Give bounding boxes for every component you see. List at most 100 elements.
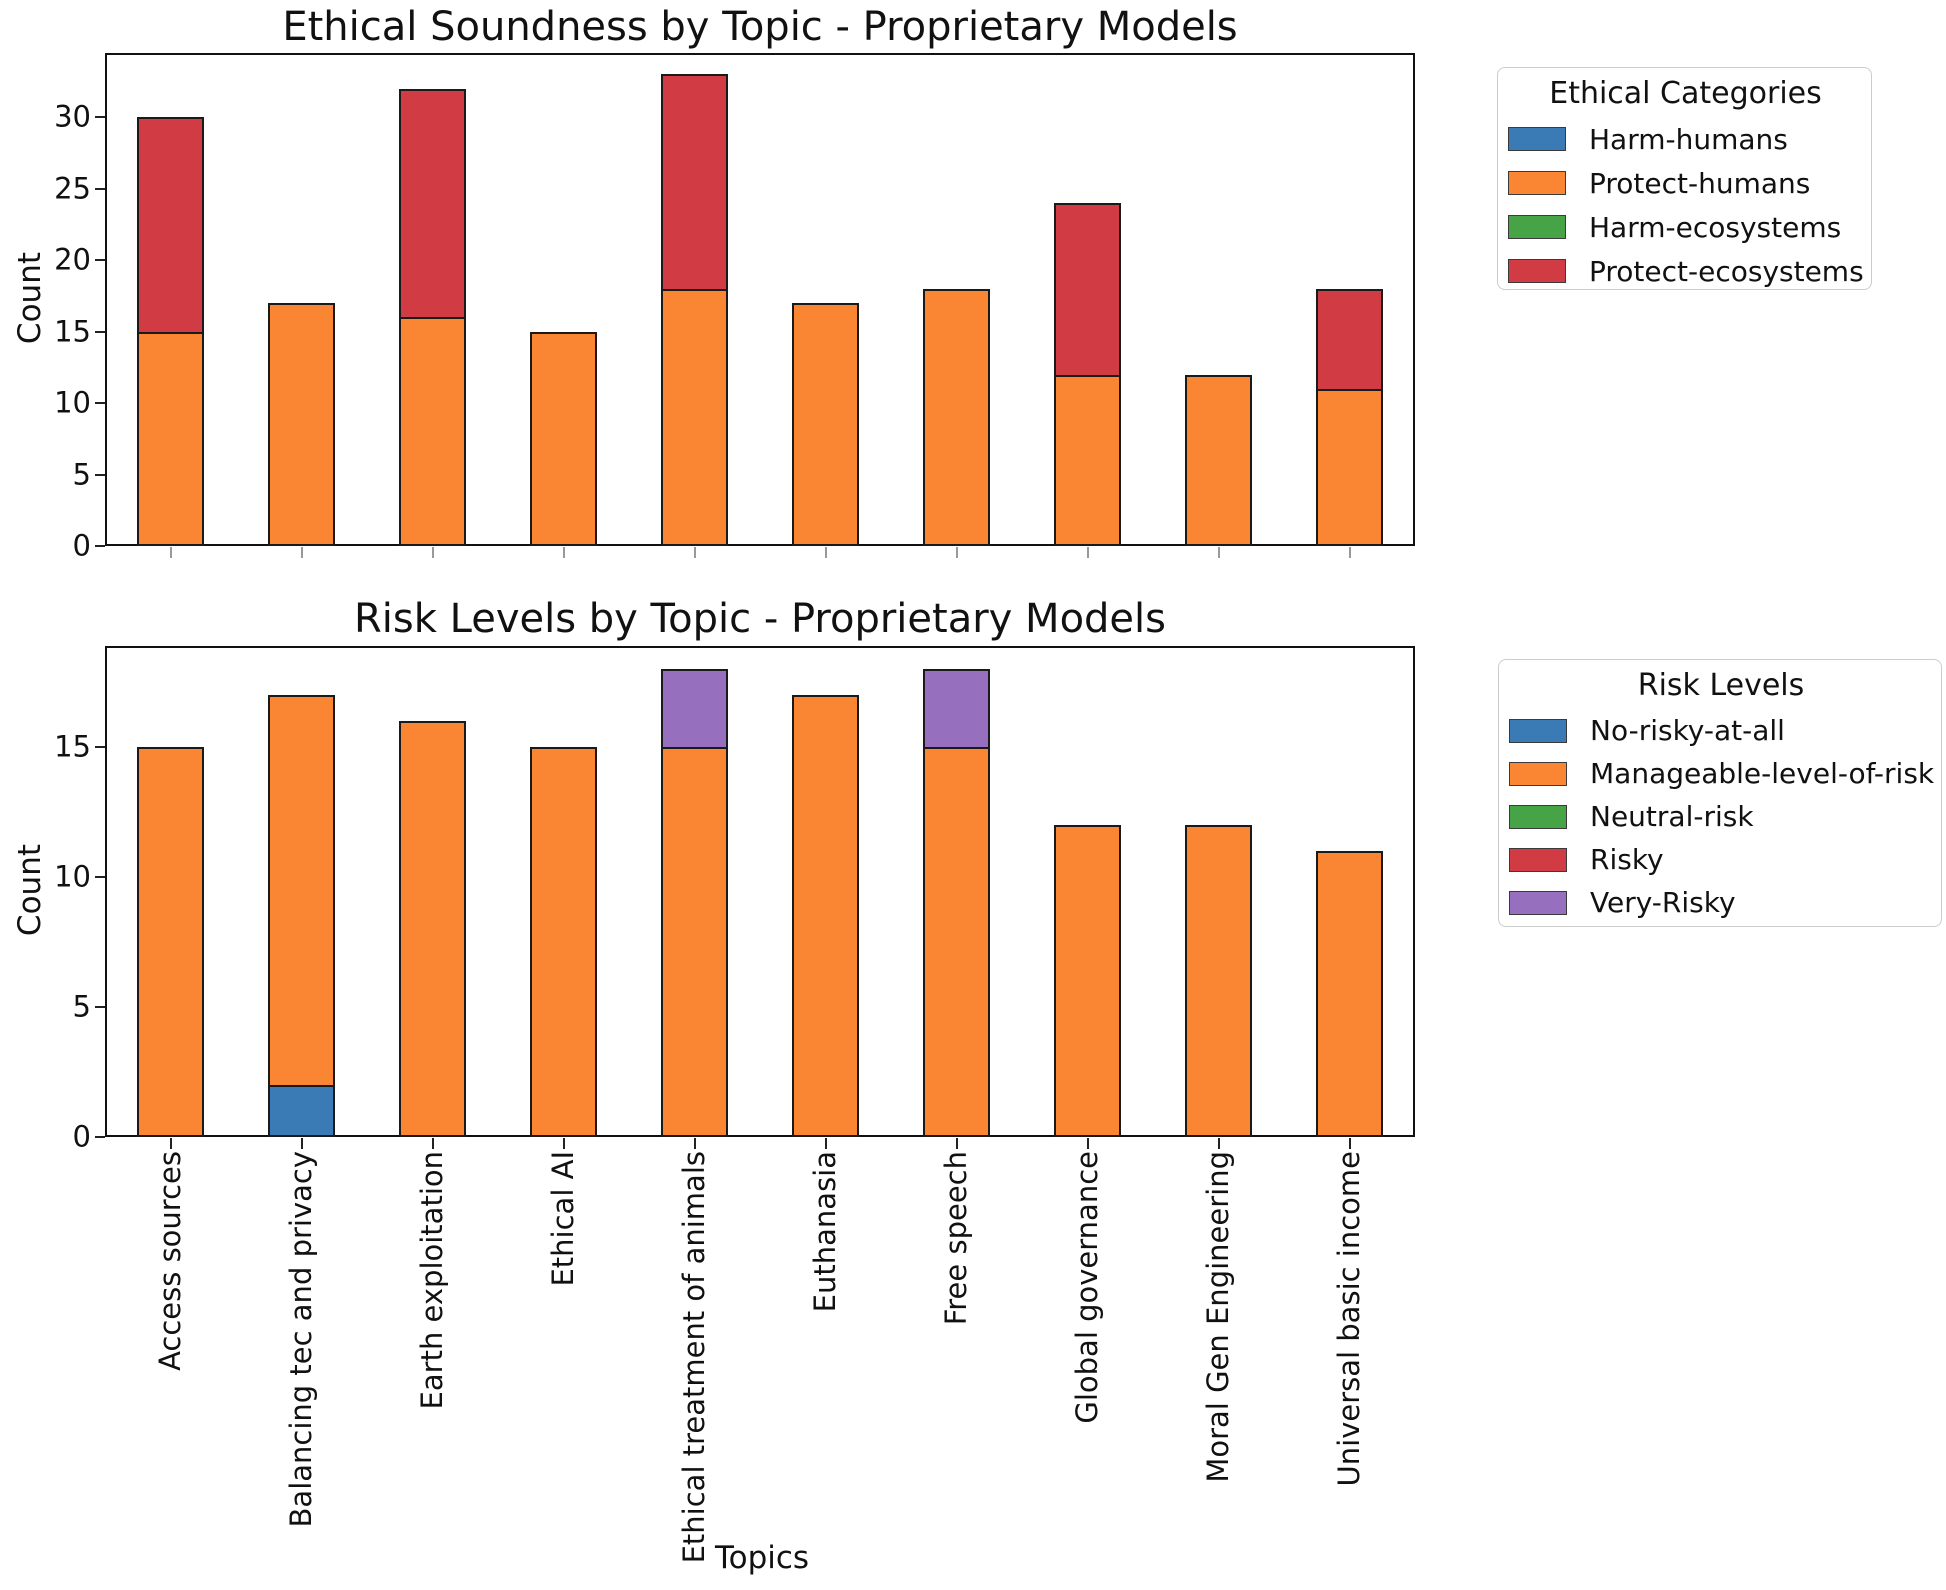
legend-item: No-risky-at-all [1509,709,1933,752]
x-tick-mark [693,1138,696,1149]
y-tick-mark [95,1006,105,1009]
legend-swatch-orange [1508,171,1566,195]
y-tick-label: 0 [72,1119,91,1154]
x-tick-label: Balancing tec and privacy [283,1151,318,1528]
x-tick-mark [955,1138,958,1149]
x-tick-label: Global governance [1069,1151,1104,1424]
bar-segment-protect-humans [1185,374,1252,546]
bar-segment-manageable-level-of-risk [530,747,597,1137]
bar-segment-manageable-level-of-risk [137,747,204,1137]
x-tick-mark [1086,547,1089,558]
bar-segment-very-risky [661,669,728,750]
bar-segment-protect-humans [268,303,335,546]
bar-segment-no-risky-at-all [268,1085,335,1137]
legend-item: Protect-ecosystems [1508,249,1864,293]
chart1-legend-items: Harm-humans Protect-humans Harm-ecosystems… [1508,117,1864,293]
x-tick-mark [1348,547,1351,558]
y-tick-label: 25 [54,171,91,206]
bar-segment-protect-ecosystems [661,74,728,291]
legend-item: Risky [1509,838,1933,881]
x-tick-mark [1217,1138,1220,1149]
y-tick-mark [95,473,105,476]
y-tick-label: 0 [72,528,91,563]
y-tick-label: 10 [54,859,91,894]
bar-segment-protect-ecosystems [1054,203,1121,377]
y-tick-mark [95,876,105,879]
bar-segment-protect-humans [923,288,990,546]
x-tick-mark [431,547,434,558]
bar-segment-very-risky [923,669,990,750]
y-tick-mark [95,187,105,190]
legend-swatch-red [1508,259,1566,283]
chart2-title: Risk Levels by Topic - Proprietary Model… [354,596,1166,642]
x-tick-label: Universal basic income [1331,1151,1366,1487]
x-tick-mark [300,1138,303,1149]
legend-swatch-orange [1509,761,1567,786]
y-tick-label: 30 [54,99,91,134]
chart2-x-axis-label: Topics [714,1540,810,1576]
x-tick-mark [1086,1138,1089,1149]
x-tick-mark [693,547,696,558]
bar-segment-protect-humans [661,288,728,546]
chart2-legend-items: No-risky-at-all Manageable-level-of-risk N… [1509,709,1935,924]
bar-segment-manageable-level-of-risk [399,721,466,1137]
legend-swatch-green [1508,215,1566,239]
bar-segment-protect-ecosystems [399,88,466,320]
x-tick-mark [824,547,827,558]
legend-item: Manageable-level-of-risk [1509,752,1935,795]
bar-segment-protect-humans [137,331,204,546]
legend-item-label: Harm-humans [1589,122,1788,156]
x-tick-mark [562,547,565,558]
y-tick-mark [95,116,105,119]
chart1-legend-title: Ethical Categories [1549,76,1822,111]
bar-segment-protect-humans [1316,388,1383,546]
chart1-legend: Ethical Categories Harm-humans Protect-hu… [1497,67,1872,290]
chart1-title: Ethical Soundness by Topic - Proprietary… [282,4,1238,50]
legend-item-label: Protect-ecosystems [1589,254,1864,288]
y-tick-label: 15 [54,729,91,764]
x-tick-label: Free speech [938,1151,973,1326]
legend-item: Neutral-risk [1509,795,1933,838]
x-tick-mark [1217,547,1220,558]
x-tick-mark [562,1138,565,1149]
x-tick-label: Moral Gen Engineering [1200,1151,1235,1483]
legend-swatch-green [1509,804,1567,829]
y-tick-label: 10 [54,385,91,420]
bar-segment-manageable-level-of-risk [923,747,990,1137]
chart2-legend: Risk Levels No-risky-at-all Manageable-le… [1498,659,1942,927]
x-tick-mark [1348,1138,1351,1149]
y-tick-label: 15 [54,314,91,349]
x-tick-mark [169,1138,172,1149]
y-tick-label: 5 [72,989,91,1024]
legend-item: Protect-humans [1508,161,1863,205]
x-tick-mark [169,547,172,558]
y-tick-mark [95,746,105,749]
bar-segment-protect-ecosystems [137,117,204,334]
x-tick-mark [824,1138,827,1149]
y-tick-label: 5 [72,457,91,492]
legend-item-label: Manageable-level-of-risk [1590,757,1935,790]
legend-swatch-red [1509,847,1567,872]
bar-segment-protect-humans [792,303,859,546]
legend-item: Harm-humans [1508,117,1863,161]
legend-item-label: Risky [1590,843,1664,876]
legend-swatch-blue [1509,718,1567,743]
bar-segment-manageable-level-of-risk [661,747,728,1137]
legend-swatch-purple [1509,890,1567,915]
x-tick-label: Access sources [152,1151,187,1371]
x-tick-mark [955,547,958,558]
legend-swatch-blue [1508,127,1566,151]
y-tick-mark [95,402,105,405]
x-tick-label: Euthanasia [807,1151,842,1313]
y-tick-mark [95,259,105,262]
bar-segment-manageable-level-of-risk [268,695,335,1088]
bar-segment-protect-humans [530,331,597,546]
y-tick-mark [95,1136,105,1138]
bar-segment-manageable-level-of-risk [792,695,859,1137]
y-tick-label: 20 [54,242,91,277]
x-tick-mark [300,547,303,558]
legend-item: Very-Risky [1509,881,1933,924]
x-tick-label: Ethical treatment of animals [676,1151,711,1564]
legend-item-label: Harm-ecosystems [1589,210,1842,244]
